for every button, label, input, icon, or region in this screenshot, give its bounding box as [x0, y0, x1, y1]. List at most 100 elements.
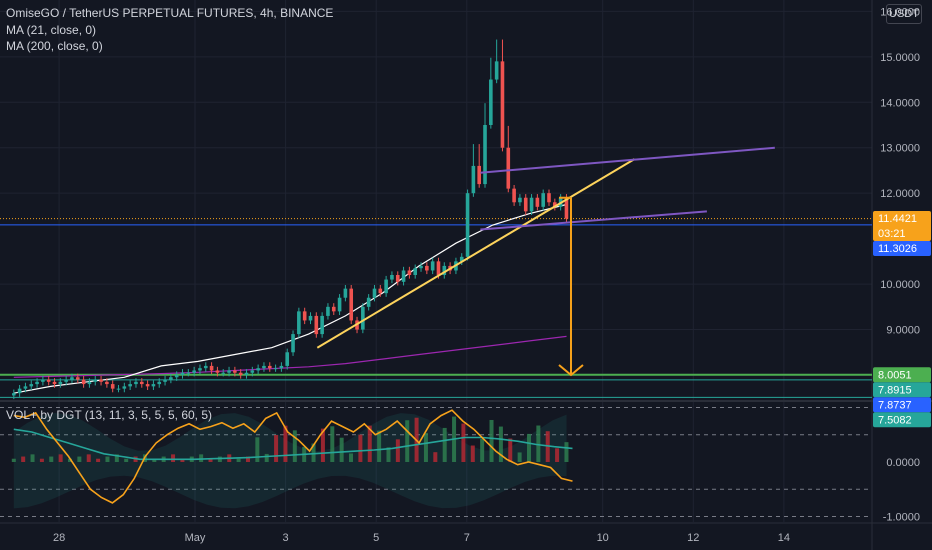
candle — [483, 125, 487, 185]
price-tick-label: 13.0000 — [880, 143, 920, 155]
osc-bar — [320, 428, 325, 462]
osc-band — [13, 413, 567, 509]
candle — [384, 279, 388, 294]
candle — [180, 372, 185, 375]
candle — [314, 315, 319, 335]
osc-bar — [124, 458, 129, 462]
candle — [151, 384, 156, 387]
price-tag-label: 11.4421 — [878, 213, 917, 225]
candle — [209, 365, 214, 371]
osc-bar — [442, 427, 447, 462]
candle — [413, 268, 418, 275]
candle — [192, 370, 196, 373]
candle — [430, 261, 435, 271]
price-tag-countdown: 03:21 — [878, 228, 906, 240]
time-tick-label: 5 — [373, 532, 379, 544]
candle — [390, 275, 394, 280]
osc-tick-label: -1.0000 — [883, 512, 920, 524]
osc-bar — [49, 456, 54, 462]
candle — [110, 384, 115, 389]
osc-bar — [77, 456, 82, 462]
candle — [46, 379, 51, 382]
osc-bar — [498, 426, 503, 462]
osc-bar — [208, 458, 213, 462]
candle — [186, 372, 191, 374]
time-tick-label: 14 — [778, 532, 790, 544]
osc-bar — [96, 458, 101, 462]
candle — [564, 197, 569, 219]
candle — [262, 365, 266, 369]
candle — [331, 306, 336, 312]
indicator-title[interactable]: VOL+ by DGT (13, 11, 3, 5, 5, 5, 60, 5) — [6, 408, 212, 422]
candle — [291, 334, 295, 353]
candle — [401, 270, 406, 282]
candle — [506, 147, 511, 189]
candle — [250, 370, 255, 373]
trendline-channel-top — [480, 146, 775, 174]
candle — [238, 372, 243, 375]
candle — [535, 197, 540, 207]
candle — [500, 61, 505, 148]
price-tag — [873, 241, 931, 257]
osc-bar — [152, 458, 157, 462]
osc-bar — [489, 419, 494, 462]
candle — [215, 370, 220, 373]
osc-bar — [105, 456, 110, 462]
candle — [425, 265, 429, 271]
osc-bar — [555, 448, 560, 462]
candle — [523, 197, 528, 212]
candle — [285, 352, 290, 366]
osc-bar — [480, 438, 485, 462]
osc-bar — [171, 454, 176, 462]
osc-bar — [433, 452, 438, 462]
candle — [529, 197, 534, 212]
candle — [366, 297, 371, 307]
candle — [256, 368, 260, 371]
candle — [308, 315, 313, 321]
price-tick-label: 15.0000 — [880, 52, 920, 64]
osc-bar — [526, 433, 531, 462]
candle — [326, 306, 330, 316]
candle — [547, 193, 551, 203]
osc-bar — [264, 453, 269, 462]
candle — [267, 365, 272, 369]
time-tick-label: May — [185, 532, 206, 544]
candle — [139, 381, 144, 385]
ma200-legend[interactable]: MA (200, close, 0) — [6, 39, 103, 53]
osc-bar — [536, 425, 541, 462]
osc-bar — [395, 439, 400, 462]
price-tick-label: 9.0000 — [886, 325, 920, 337]
projection-arrowhead — [558, 364, 584, 377]
price-tag-label: 7.5082 — [878, 414, 912, 426]
candle — [489, 79, 493, 125]
price-tag-label: 8.0051 — [878, 369, 912, 381]
candle — [169, 377, 173, 380]
price-tick-label: 10.0000 — [880, 279, 920, 291]
osc-bar — [68, 458, 73, 462]
candle — [134, 381, 138, 385]
candle — [279, 365, 284, 369]
candle — [157, 381, 162, 385]
osc-bar — [58, 454, 63, 462]
currency-selector[interactable]: USDT — [886, 4, 922, 24]
candle — [553, 202, 557, 207]
osc-bar — [470, 445, 475, 462]
osc-bar — [180, 458, 185, 462]
candle — [174, 375, 179, 378]
osc-bar — [30, 454, 35, 462]
osc-bar — [86, 454, 91, 462]
trendline-channel-bottom — [480, 210, 707, 231]
chart-title: OmiseGO / TetherUS PERPETUAL FUTURES, 4h… — [6, 6, 334, 20]
osc-bar — [405, 420, 410, 462]
price-tag — [873, 397, 931, 413]
osc-bar — [367, 425, 372, 462]
price-tick-label: 12.0000 — [880, 188, 920, 200]
price-tick-label: 16.0000 — [880, 6, 920, 18]
candle — [221, 372, 226, 374]
ma21-legend[interactable]: MA (21, close, 0) — [6, 23, 97, 37]
candle — [494, 61, 499, 80]
candle — [87, 381, 92, 385]
candle — [128, 384, 132, 387]
